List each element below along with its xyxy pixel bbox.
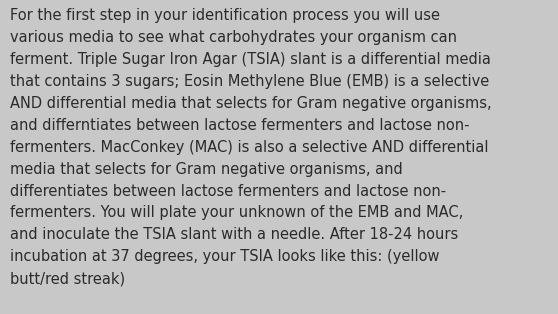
Text: For the first step in your identification process you will use
various media to : For the first step in your identificatio… [10,8,492,286]
